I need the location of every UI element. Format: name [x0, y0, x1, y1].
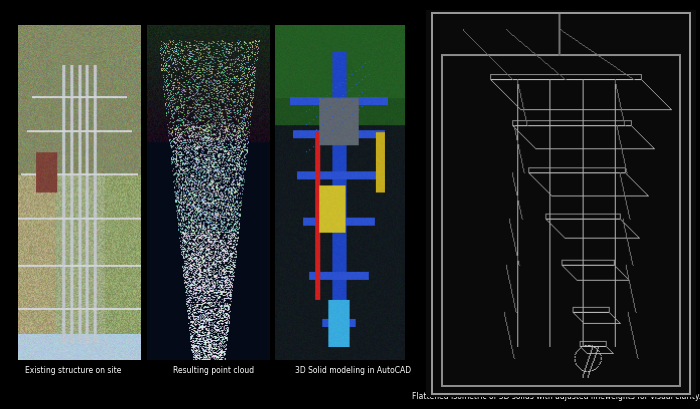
- Text: Flattened isometric of 3D solids with adjusted lineweights for visual clarity.: Flattened isometric of 3D solids with ad…: [412, 392, 700, 401]
- Text: 3D Solid modeling in AutoCAD: 3D Solid modeling in AutoCAD: [295, 366, 412, 375]
- Text: Existing structure on site: Existing structure on site: [25, 366, 122, 375]
- Text: Resulting point cloud: Resulting point cloud: [173, 366, 254, 375]
